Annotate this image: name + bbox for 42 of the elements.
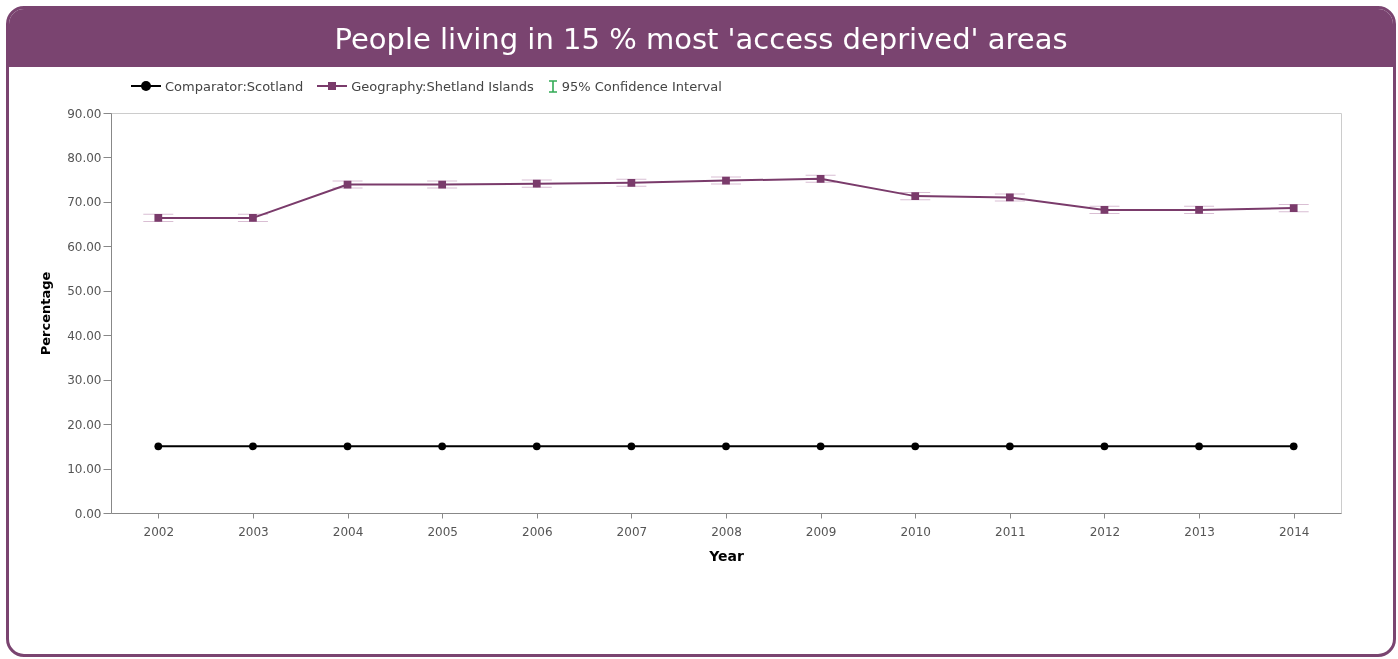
x-tick-label: 2007 xyxy=(616,524,648,539)
y-tick-label: 90.00 xyxy=(67,106,102,121)
x-tick-label: 2011 xyxy=(995,524,1026,539)
x-tick-label: 2012 xyxy=(1089,524,1121,539)
x-tick-label: 2010 xyxy=(900,524,931,539)
point xyxy=(627,442,636,451)
x-tick-label: 2013 xyxy=(1184,524,1215,539)
x-tick-label: 2004 xyxy=(332,524,364,539)
point xyxy=(722,442,730,451)
point xyxy=(438,442,447,451)
legend-label: Geography:Shetland Islands xyxy=(351,78,534,94)
y-axis-title: Percentage xyxy=(38,271,54,356)
y-tick-label: 80.00 xyxy=(67,150,102,165)
point xyxy=(154,442,163,451)
point xyxy=(343,442,352,451)
y-tick-label: 0.00 xyxy=(74,506,102,521)
x-tick-label: 2005 xyxy=(427,524,458,539)
x-axis-title: Year xyxy=(708,547,744,564)
point xyxy=(532,442,541,451)
point xyxy=(1289,442,1298,451)
x-tick-label: 2008 xyxy=(711,524,742,539)
point xyxy=(1195,442,1203,451)
y-tick-label: 10.00 xyxy=(67,462,102,477)
y-tick-label: 20.00 xyxy=(67,417,102,432)
point xyxy=(816,442,825,451)
point xyxy=(249,442,257,451)
point xyxy=(1100,442,1109,451)
x-tick-label: 2014 xyxy=(1278,524,1310,539)
y-tick-label: 50.00 xyxy=(67,284,102,299)
point xyxy=(1005,442,1014,451)
x-tick-label: 2003 xyxy=(238,524,269,539)
x-tick-label: 2002 xyxy=(143,524,175,539)
y-tick-label: 60.00 xyxy=(67,239,102,254)
chart-title: People living in 15 % most 'access deprived' areas xyxy=(9,9,1393,67)
x-tick-label: 2009 xyxy=(805,524,837,539)
y-tick-label: 70.00 xyxy=(67,195,102,210)
y-tick-label: 40.00 xyxy=(67,328,102,343)
y-tick-label: 30.00 xyxy=(67,373,102,388)
text: 95% Confidence Interval xyxy=(561,78,722,94)
point xyxy=(911,442,920,451)
legend-label: Comparator:Scotland xyxy=(165,78,304,94)
x-tick-label: 2006 xyxy=(522,524,553,539)
